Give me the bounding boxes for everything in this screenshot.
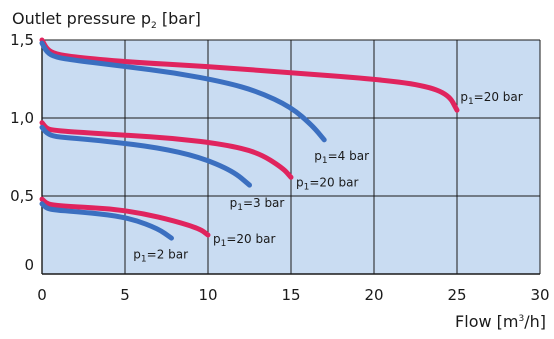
series-line-5: [39, 196, 211, 238]
x-tick-label: 25: [447, 286, 466, 304]
series-line-4: [39, 124, 252, 188]
y-tick-label: 1,0: [10, 109, 34, 127]
y-tick-label: 1,5: [10, 31, 34, 49]
y-tick-labels: 1,5 1,0 0,5 0: [10, 31, 34, 274]
x-tick-labels: 0 5 10 15 20 25 30: [37, 286, 549, 304]
y-tick-label: 0: [24, 256, 34, 274]
x-tick-label: 0: [37, 286, 47, 304]
x-tick-label: 15: [281, 286, 300, 304]
curve-label-6: p1=2 bar: [133, 247, 188, 264]
x-tick-label: 20: [364, 286, 383, 304]
series-line-6: [39, 201, 174, 241]
series-line-3: [39, 120, 294, 180]
x-tick-label: 5: [120, 286, 130, 304]
annotation-group: p1=20 bar p1=4 bar p1=20 bar p1=3 bar p1=20 …: [133, 90, 522, 265]
curve-label-3: p1=20 bar: [296, 176, 358, 193]
curve-label-1: p1=20 bar: [460, 90, 522, 107]
series-line-2: [39, 40, 327, 143]
series-group: [39, 37, 460, 241]
y-axis-title: Outlet pressure p2 [bar]: [12, 9, 201, 31]
x-tick-label: 30: [530, 286, 549, 304]
grid: [41, 39, 541, 275]
curve-label-2: p1=4 bar: [314, 149, 369, 166]
curve-label-4: p1=3 bar: [230, 196, 285, 213]
curve-label-5: p1=20 bar: [213, 232, 275, 249]
y-tick-label: 0,5: [10, 187, 34, 205]
x-axis-title: Flow [m3/h]: [455, 312, 546, 331]
x-tick-label: 10: [198, 286, 217, 304]
